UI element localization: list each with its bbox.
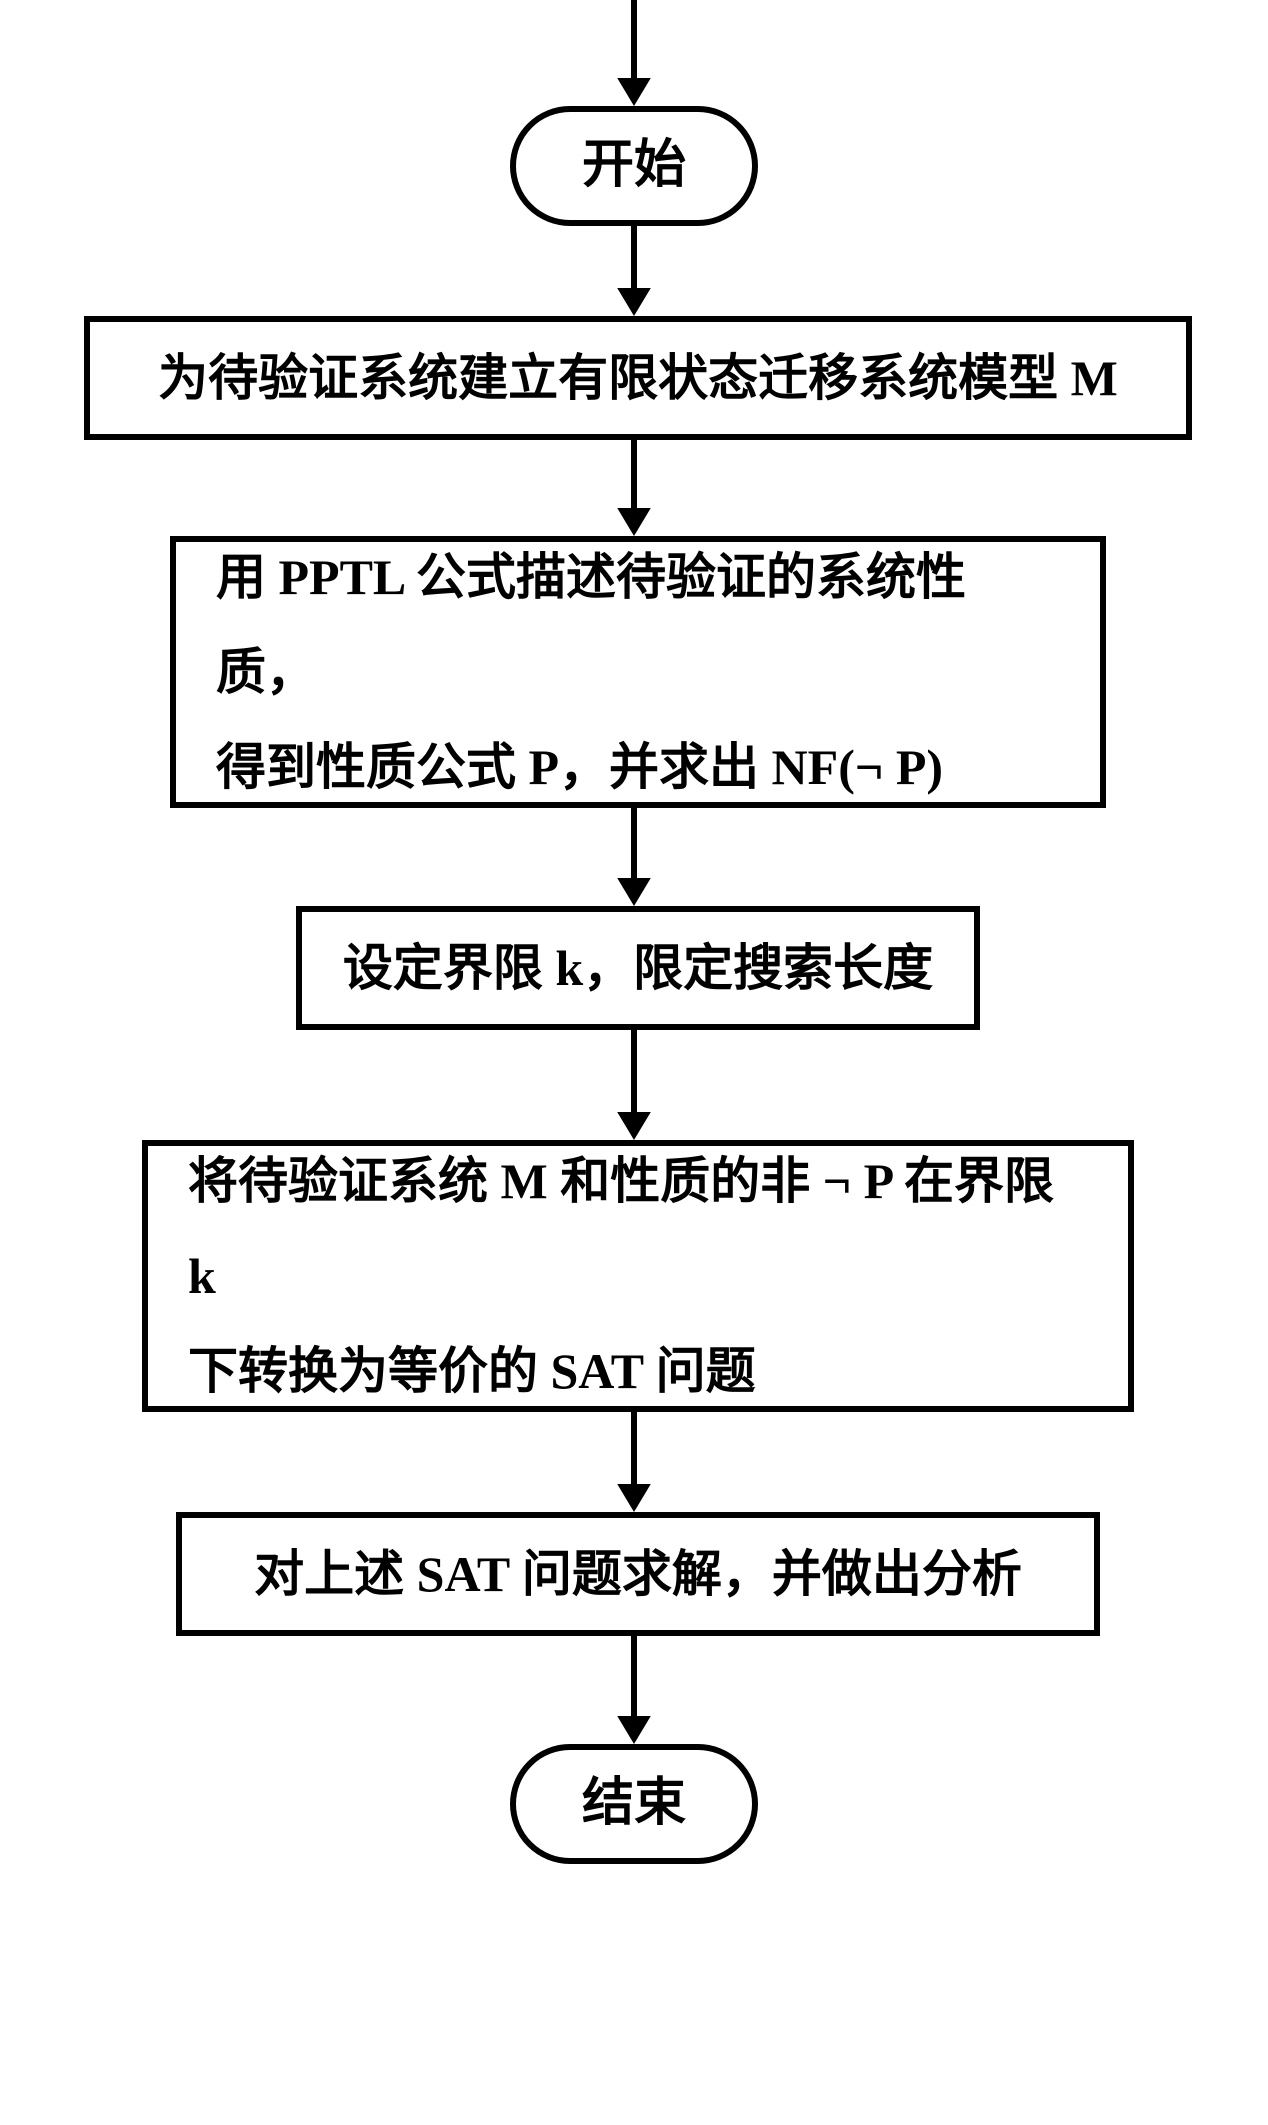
flowchart-canvas: 开始为待验证系统建立有限状态迁移系统模型 M 用 PPTL 公式描述待验证的系统性… xyxy=(0,0,1268,2125)
step4-label: 将待验证系统 M 和性质的非 ¬ P 在界限 k 下转换为等价的 SAT 问题 xyxy=(188,1153,1066,1399)
step3-label: 设定界限 k，限定搜索长度 xyxy=(343,940,933,996)
step1-label: 为待验证系统建立有限状态迁移系统模型 M xyxy=(158,350,1118,406)
a6 xyxy=(606,1636,662,1744)
start-label: 开始 xyxy=(582,137,686,194)
a3 xyxy=(606,808,662,906)
start: 开始 xyxy=(510,106,758,226)
step5: 对上述 SAT 问题求解，并做出分析 xyxy=(176,1512,1100,1636)
arrow-in xyxy=(606,0,662,106)
a1 xyxy=(606,226,662,316)
step3: 设定界限 k，限定搜索长度 xyxy=(296,906,980,1030)
a5 xyxy=(606,1412,662,1512)
step2: 用 PPTL 公式描述待验证的系统性质， 得到性质公式 P，并求出 NF(¬ P… xyxy=(170,536,1106,808)
step5-label: 对上述 SAT 问题求解，并做出分析 xyxy=(254,1546,1022,1602)
end-label: 结束 xyxy=(582,1775,686,1832)
step2-label: 用 PPTL 公式描述待验证的系统性质， 得到性质公式 P，并求出 NF(¬ P… xyxy=(216,549,966,795)
step1: 为待验证系统建立有限状态迁移系统模型 M xyxy=(84,316,1192,440)
step4: 将待验证系统 M 和性质的非 ¬ P 在界限 k 下转换为等价的 SAT 问题 xyxy=(142,1140,1134,1412)
end: 结束 xyxy=(510,1744,758,1864)
